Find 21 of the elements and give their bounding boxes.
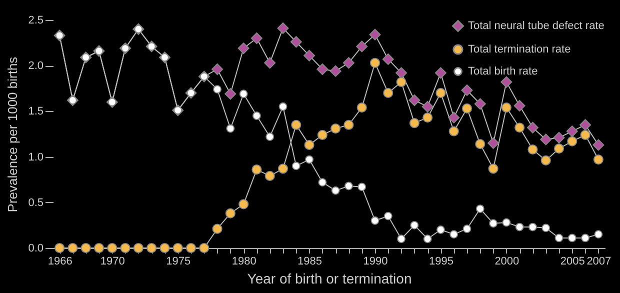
x-tick-label: 1975 [166, 256, 191, 268]
y-tick-label: 2.0 [28, 60, 44, 72]
legend-label: Total neural tube defect rate [468, 20, 604, 32]
x-tick-label: 2000 [494, 256, 520, 268]
legend-label: Total birth rate [468, 66, 538, 78]
legend-label: Total termination rate [468, 44, 571, 56]
x-axis-title: Year of birth or termination [247, 270, 412, 286]
x-tick-label: 2007 [586, 256, 612, 268]
x-tick-label: 2005 [560, 256, 585, 268]
x-tick-label: 1980 [232, 256, 256, 268]
x-tick-label: 1990 [363, 256, 388, 268]
y-tick-label: 1.5 [28, 106, 44, 118]
x-tick-label: 1985 [298, 256, 322, 268]
y-tick-label: 1.0 [28, 151, 44, 164]
x-tick-label: 1970 [100, 256, 125, 268]
y-axis-title: Prevalence per 1000 births [5, 56, 20, 212]
y-tick-label: 2.5 [28, 14, 44, 26]
x-tick-label: 1995 [428, 256, 454, 268]
y-tick-label: 0.5 [28, 196, 44, 209]
x-tick-label: 1966 [48, 256, 72, 268]
y-tick-label: 0.0 [28, 242, 44, 254]
